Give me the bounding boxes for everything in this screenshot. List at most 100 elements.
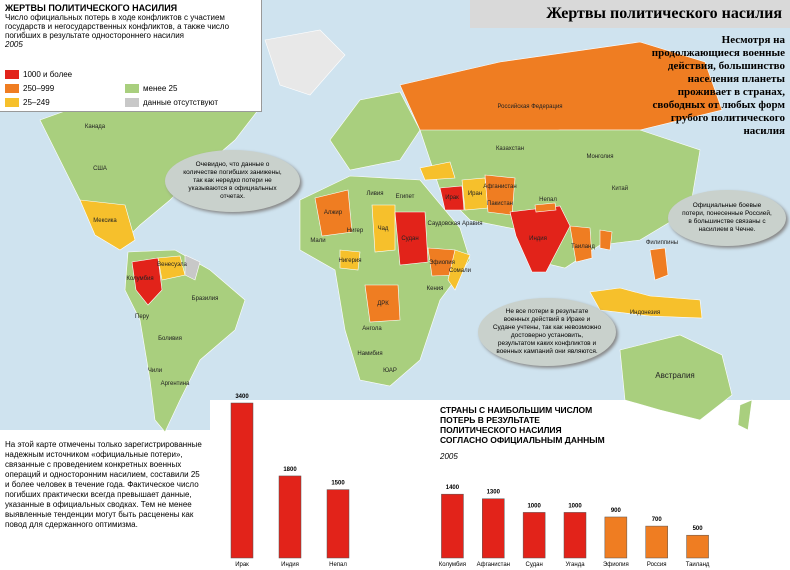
country-label: Саудовская Аравия [428, 221, 483, 227]
bar [604, 516, 628, 559]
x-tick-label: Непал [329, 562, 347, 568]
legend-item: 1000 и более [5, 70, 72, 79]
ocean [0, 400, 210, 430]
box-text: Число официальных потерь в ходе конфликт… [5, 13, 230, 40]
country-label: Таиланд [571, 244, 595, 250]
country-label: Китай [612, 185, 628, 192]
country-label: ДРК [377, 301, 389, 307]
value-label: 1500 [331, 481, 345, 487]
country-label: Пакистан [487, 201, 513, 207]
country-label: Ангола [362, 326, 382, 332]
legend-item: 250–999 [5, 84, 54, 93]
legend-box: ЖЕРТВЫ ПОЛИТИЧЕСКОГО НАСИЛИЯ Число офици… [0, 0, 262, 112]
country-label: ЮАР [383, 368, 397, 374]
bar [278, 475, 302, 559]
legend-swatch [5, 98, 19, 107]
x-tick-label: Эфиопия [603, 562, 629, 568]
legend-swatch [125, 84, 139, 93]
country-label: Чили [148, 368, 162, 374]
bar [645, 525, 668, 559]
landmass [39, 29, 753, 433]
legend-swatch [5, 84, 19, 93]
x-tick-label: Судан [525, 562, 542, 568]
x-tick-label: Афганистан [477, 562, 510, 568]
chart-title: СТРАНЫ С НАИБОЛЬШИМ ЧИСЛОМ ПОТЕРЬ В РЕЗУ… [440, 405, 605, 445]
country-label: Сомали [449, 268, 471, 274]
country-label: Афганистан [483, 184, 516, 190]
x-tick-label: Индия [281, 562, 299, 568]
x-tick-label: Таиланд [686, 562, 710, 568]
country-label: Нигерия [338, 258, 361, 264]
legend-label: 250–999 [23, 84, 55, 93]
value-label: 1300 [487, 490, 501, 496]
country-label: Российская Федерация [497, 103, 562, 110]
country-label: Перу [135, 314, 149, 320]
bar [563, 512, 587, 559]
callout: Очевидно, что данные о количестве погибш… [165, 150, 300, 212]
country-label: Намибия [357, 351, 382, 357]
x-tick-label: Уганда [565, 562, 585, 568]
country-label: Иран [468, 191, 482, 197]
country-label: Кения [427, 286, 444, 292]
value-label: 1800 [283, 467, 297, 473]
country-label: Ливия [366, 191, 383, 197]
country-label: Чад [378, 226, 389, 232]
country-label: Аргентина [161, 381, 190, 387]
legend-label: 25–249 [23, 98, 50, 107]
country-label: Египет [396, 194, 415, 200]
country-label: Эфиопия [429, 260, 455, 266]
legend-label: данные отсутствуют [143, 98, 219, 107]
country-label: Филиппины [646, 240, 678, 246]
value-label: 1400 [446, 485, 460, 491]
legend-item: данные отсутствуют [125, 98, 218, 107]
country-label: Казахстан [496, 146, 524, 152]
country-label: Ирак [445, 195, 459, 201]
bar [522, 512, 546, 559]
value-label: 900 [611, 508, 622, 514]
legend-item: менее 25 [125, 84, 177, 93]
x-tick-label: Россия [647, 562, 667, 568]
chart-subtitle: 2005 [440, 452, 458, 461]
country-label: Мексика [93, 218, 117, 224]
bar [326, 489, 350, 559]
country-label: Бразилия [192, 296, 219, 302]
value-label: 500 [693, 526, 704, 532]
bar [686, 534, 709, 559]
bar [482, 498, 505, 559]
box-year: 2005 [5, 40, 23, 49]
callout: Не все потери в результате военных дейст… [478, 298, 616, 366]
x-tick-label: Колумбия [439, 562, 466, 568]
country-label: Канада [85, 124, 106, 130]
country-label: Судан [401, 236, 418, 242]
box-title: ЖЕРТВЫ ПОЛИТИЧЕСКОГО НАСИЛИЯ [5, 3, 178, 13]
bar [230, 402, 254, 559]
charts: 3400 Ирак 1800 Индия 1500 Непал 1400 Колумбия 13… [230, 394, 710, 568]
country-label: Алжир [324, 210, 343, 216]
country-label: Непал [539, 197, 557, 203]
value-label: 1000 [527, 503, 541, 509]
country-label: Индонезия [630, 310, 660, 316]
country-label: США [93, 166, 107, 172]
legend-swatch [5, 70, 19, 79]
legend-label: менее 25 [143, 84, 178, 93]
value-label: 3400 [235, 394, 249, 400]
country-label: Австралия [655, 371, 695, 380]
country-label: Нигер [347, 228, 364, 234]
bar [441, 493, 464, 559]
country-label: Венесуэла [157, 262, 187, 268]
page-title: Жертвы политического насилия [470, 0, 790, 28]
country-label: Колумбия [126, 276, 153, 282]
legend-label: 1000 и более [23, 70, 73, 79]
note-text: На этой карте отмечены только зарегистри… [5, 440, 202, 529]
side-text: Несмотря на продолжающиеся военные дейст… [651, 34, 785, 137]
country-label: Монголия [586, 154, 613, 160]
value-label: 700 [652, 517, 663, 523]
x-tick-label: Ирак [235, 562, 249, 568]
value-label: 1000 [568, 503, 582, 509]
legend-swatch [125, 98, 139, 107]
country-label: Индия [529, 236, 547, 242]
country-label: Боливия [158, 336, 182, 342]
country-label: Мали [310, 238, 325, 244]
